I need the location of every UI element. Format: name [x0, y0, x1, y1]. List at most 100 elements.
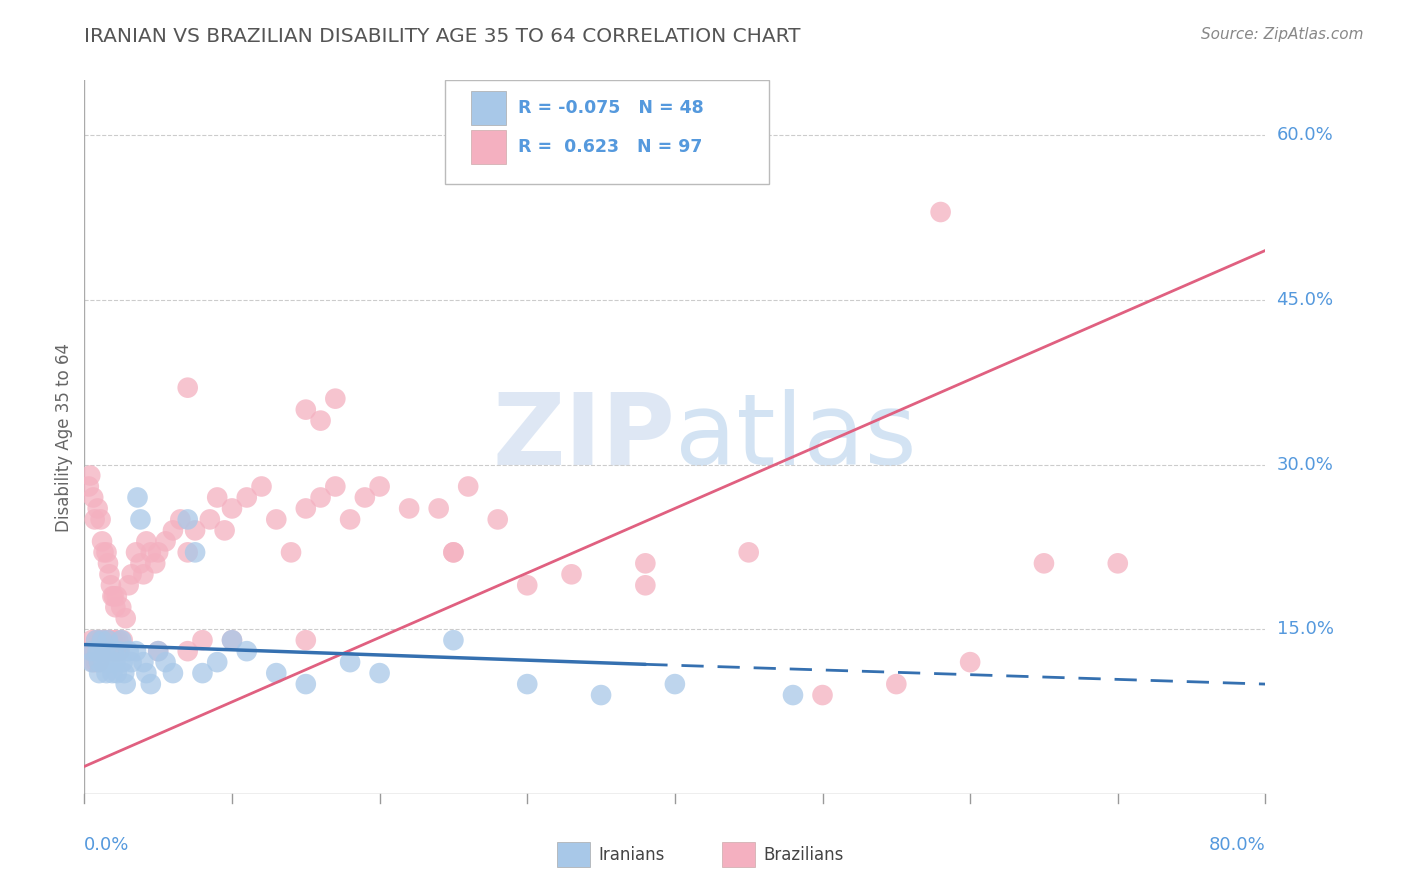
Point: [886, 677, 908, 691]
Point: [82, 655, 104, 669]
Point: [93, 644, 115, 658]
Point: [93, 655, 115, 669]
Point: [148, 545, 170, 559]
Point: [104, 655, 127, 669]
Point: [177, 512, 200, 526]
Point: [107, 633, 129, 648]
Point: [100, 644, 122, 658]
Text: 60.0%: 60.0%: [1277, 126, 1333, 145]
Text: 30.0%: 30.0%: [1277, 456, 1333, 474]
Point: [91, 534, 114, 549]
Text: Iranians: Iranians: [598, 846, 665, 863]
Point: [98, 567, 121, 582]
Point: [101, 633, 124, 648]
Bar: [471, 129, 506, 164]
Text: 15.0%: 15.0%: [1277, 620, 1333, 638]
Point: [84, 633, 107, 648]
Point: [111, 655, 134, 669]
Point: [135, 534, 157, 549]
Point: [105, 666, 128, 681]
Point: [139, 677, 162, 691]
Point: [104, 633, 127, 648]
Point: [90, 512, 112, 526]
Point: [103, 589, 125, 603]
Point: [214, 524, 236, 538]
Point: [443, 545, 465, 559]
Text: Brazilians: Brazilians: [763, 846, 844, 863]
Point: [155, 534, 177, 549]
Point: [368, 666, 391, 681]
Point: [127, 491, 149, 505]
Point: [97, 633, 120, 648]
Point: [104, 600, 127, 615]
Text: IRANIAN VS BRAZILIAN DISABILITY AGE 35 TO 64 CORRELATION CHART: IRANIAN VS BRAZILIAN DISABILITY AGE 35 T…: [84, 27, 801, 45]
Point: [738, 545, 761, 559]
Point: [100, 578, 122, 592]
Point: [339, 655, 361, 669]
Point: [129, 512, 152, 526]
Text: R = -0.075   N = 48: R = -0.075 N = 48: [517, 99, 703, 117]
Point: [79, 468, 101, 483]
Point: [80, 644, 103, 658]
Text: 80.0%: 80.0%: [1209, 836, 1265, 854]
Point: [105, 589, 128, 603]
Point: [143, 557, 166, 571]
Point: [295, 677, 318, 691]
Point: [84, 633, 107, 648]
Point: [110, 633, 132, 648]
Point: [1107, 557, 1129, 571]
Point: [80, 633, 103, 648]
Point: [664, 677, 686, 691]
Point: [486, 512, 509, 526]
Point: [634, 578, 657, 592]
Point: [112, 666, 135, 681]
Point: [177, 545, 200, 559]
Point: [929, 205, 952, 219]
Point: [1033, 557, 1056, 571]
Point: [295, 501, 318, 516]
Point: [162, 524, 184, 538]
Point: [107, 644, 129, 658]
Point: [132, 655, 155, 669]
Point: [101, 589, 124, 603]
Point: [97, 557, 120, 571]
Point: [100, 655, 122, 669]
Point: [295, 633, 318, 648]
Y-axis label: Disability Age 35 to 64: Disability Age 35 to 64: [55, 343, 73, 532]
Bar: [723, 842, 755, 867]
Text: Source: ZipAtlas.com: Source: ZipAtlas.com: [1201, 27, 1364, 42]
Point: [591, 688, 613, 702]
Point: [80, 655, 103, 669]
Point: [398, 501, 420, 516]
Point: [121, 567, 143, 582]
Point: [236, 491, 259, 505]
Point: [129, 557, 152, 571]
Point: [139, 545, 162, 559]
Point: [457, 479, 479, 493]
Point: [132, 567, 155, 582]
Point: [83, 512, 105, 526]
Bar: [557, 842, 591, 867]
Text: 45.0%: 45.0%: [1277, 291, 1334, 309]
Point: [118, 578, 141, 592]
Text: 0.0%: 0.0%: [84, 836, 129, 854]
Point: [91, 633, 114, 648]
Point: [169, 512, 191, 526]
Point: [96, 633, 118, 648]
Point: [309, 414, 332, 428]
Point: [101, 666, 124, 681]
Point: [110, 600, 132, 615]
Point: [148, 644, 170, 658]
Point: [121, 655, 143, 669]
Point: [443, 545, 465, 559]
Point: [177, 381, 200, 395]
Point: [108, 644, 131, 658]
Point: [94, 644, 117, 658]
Point: [94, 644, 117, 658]
Point: [80, 644, 103, 658]
Point: [86, 501, 108, 516]
Point: [221, 501, 243, 516]
Point: [250, 479, 273, 493]
Point: [325, 392, 347, 406]
Point: [90, 644, 112, 658]
